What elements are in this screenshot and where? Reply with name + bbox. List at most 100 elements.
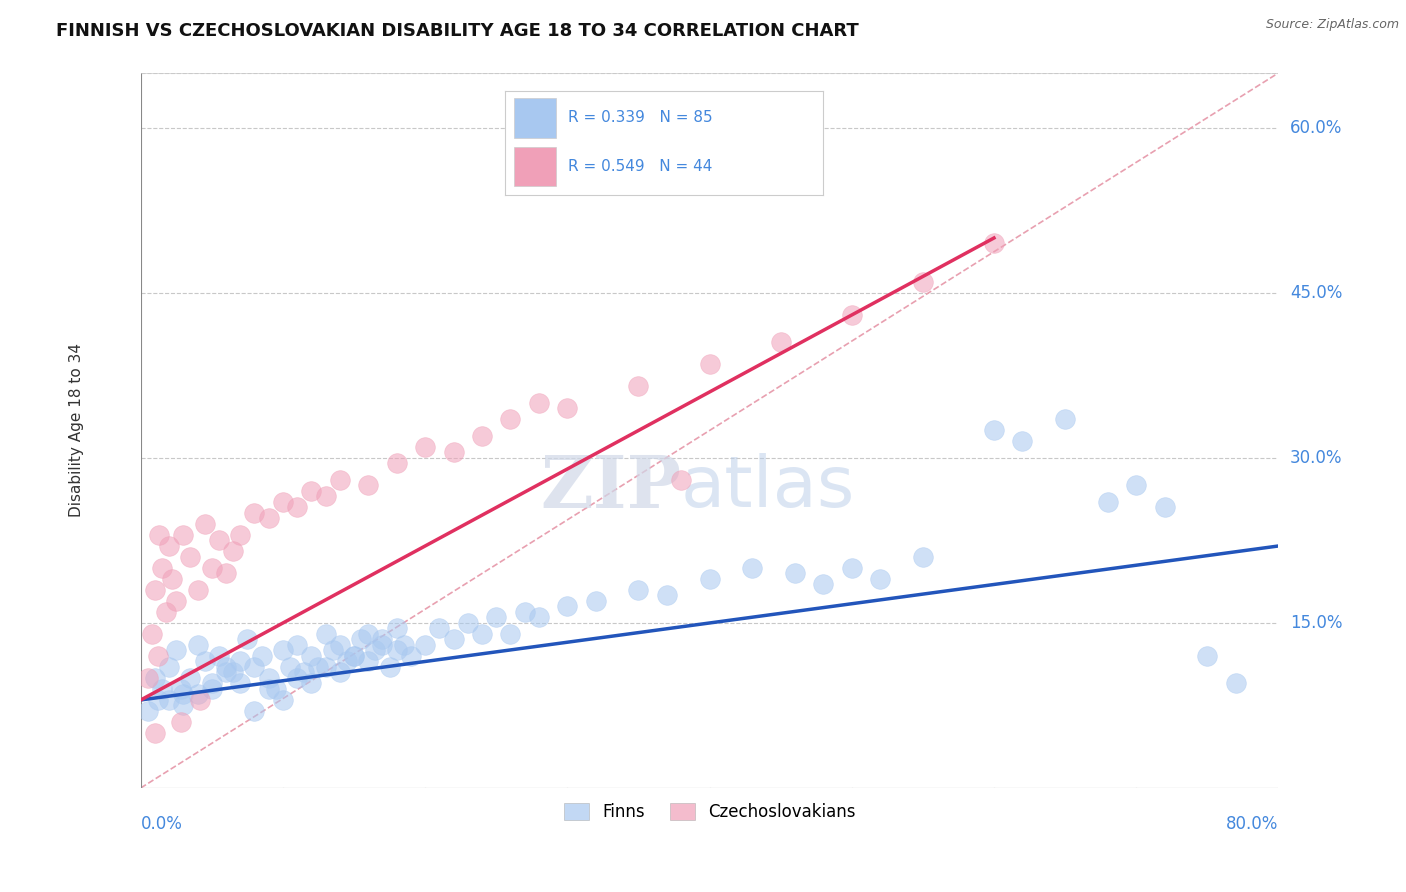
Point: [143, 726, 166, 740]
Point: [172, 698, 194, 713]
Point: [385, 622, 408, 636]
Point: [471, 627, 494, 641]
Point: [357, 478, 380, 492]
Text: Disability Age 18 to 34: Disability Age 18 to 34: [69, 343, 84, 517]
Point: [155, 605, 177, 619]
Point: [215, 660, 238, 674]
Point: [194, 516, 217, 531]
Point: [236, 632, 259, 647]
Text: Source: ZipAtlas.com: Source: ZipAtlas.com: [1265, 18, 1399, 31]
Point: [257, 681, 280, 696]
Point: [364, 643, 387, 657]
Text: 15.0%: 15.0%: [1289, 614, 1343, 632]
Point: [143, 582, 166, 597]
Point: [983, 424, 1005, 438]
Point: [285, 671, 308, 685]
Point: [357, 655, 380, 669]
Point: [336, 655, 359, 669]
Point: [1054, 412, 1077, 426]
Point: [457, 615, 479, 630]
Text: 30.0%: 30.0%: [1289, 449, 1343, 467]
Point: [264, 681, 287, 696]
Point: [190, 693, 212, 707]
Point: [371, 632, 394, 647]
Point: [527, 396, 550, 410]
Point: [271, 643, 294, 657]
Point: [329, 665, 352, 680]
Point: [413, 638, 436, 652]
Point: [157, 693, 180, 707]
Point: [813, 577, 835, 591]
Point: [271, 495, 294, 509]
Point: [669, 473, 692, 487]
Point: [172, 688, 194, 702]
Point: [179, 549, 201, 564]
Point: [292, 665, 315, 680]
Point: [169, 681, 191, 696]
Point: [385, 457, 408, 471]
Point: [315, 660, 337, 674]
Point: [1011, 434, 1033, 449]
Point: [1225, 676, 1247, 690]
Point: [201, 561, 224, 575]
Point: [741, 561, 763, 575]
Point: [194, 655, 217, 669]
Point: [285, 500, 308, 515]
Point: [371, 638, 394, 652]
Point: [250, 648, 273, 663]
Point: [285, 638, 308, 652]
Point: [557, 599, 579, 614]
Point: [187, 582, 209, 597]
Point: [208, 648, 231, 663]
Point: [322, 643, 344, 657]
Point: [471, 429, 494, 443]
Point: [499, 412, 522, 426]
Point: [443, 632, 465, 647]
Point: [655, 589, 678, 603]
Point: [627, 379, 650, 393]
Point: [257, 671, 280, 685]
Point: [179, 671, 201, 685]
Point: [585, 594, 607, 608]
Point: [1097, 495, 1119, 509]
Point: [243, 704, 266, 718]
Point: [392, 638, 415, 652]
Point: [215, 566, 238, 581]
Point: [315, 490, 337, 504]
Point: [911, 549, 934, 564]
Point: [699, 572, 721, 586]
Point: [222, 544, 245, 558]
Point: [499, 627, 522, 641]
Point: [357, 627, 380, 641]
Point: [222, 665, 245, 680]
Point: [229, 528, 252, 542]
Point: [399, 648, 422, 663]
Point: [229, 655, 252, 669]
Point: [136, 704, 159, 718]
Point: [1125, 478, 1147, 492]
Point: [165, 594, 187, 608]
Point: [299, 676, 322, 690]
Point: [315, 627, 337, 641]
Point: [299, 648, 322, 663]
Point: [485, 610, 508, 624]
Point: [557, 401, 579, 416]
Legend: Finns, Czechoslovakians: Finns, Czechoslovakians: [555, 795, 863, 830]
Point: [1153, 500, 1175, 515]
Point: [350, 632, 373, 647]
Point: [378, 660, 401, 674]
Point: [187, 688, 209, 702]
Point: [308, 660, 330, 674]
Point: [146, 693, 169, 707]
Point: [208, 533, 231, 548]
Point: [385, 643, 408, 657]
Point: [215, 665, 238, 680]
Point: [699, 358, 721, 372]
Point: [146, 648, 169, 663]
Point: [783, 566, 806, 581]
Point: [136, 671, 159, 685]
Point: [769, 335, 792, 350]
Point: [243, 660, 266, 674]
Point: [627, 582, 650, 597]
Point: [141, 627, 163, 641]
